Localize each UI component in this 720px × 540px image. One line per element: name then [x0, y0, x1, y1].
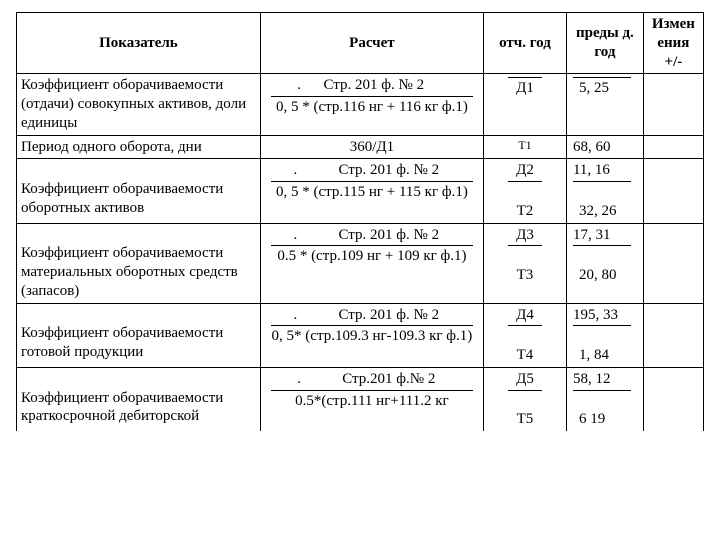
- prev-year-cell: 68, 60: [566, 135, 643, 159]
- prev-year-cell: 195, 33 1, 84: [566, 303, 643, 367]
- indicator-label: Коэффициент оборачиваемости готовой прод…: [17, 303, 261, 367]
- calc-cell: . Стр.201 ф.№ 2 0.5*(стр.111 нг+111.2 кг: [260, 367, 483, 431]
- calc-denominator: 0, 5 * (стр.115 нг + 115 кг ф.1): [271, 183, 473, 202]
- calc-numerator: . Стр. 201 ф. № 2: [271, 161, 473, 182]
- change-cell: [643, 74, 703, 135]
- report-year-cell: T1: [483, 135, 566, 159]
- calc-cell: . Стр. 201 ф. № 2 0.5 * (стр.109 нг + 10…: [260, 223, 483, 303]
- calc-cell: . Стр. 201 ф. № 2 0, 5* (стр.109.3 нг-10…: [260, 303, 483, 367]
- prev-year-top: [573, 76, 631, 78]
- col-header-prev-year: преды д. год: [566, 13, 643, 74]
- calc-numerator: . Стр. 201 ф. № 2: [271, 226, 473, 247]
- calc-numerator: . Стр.201 ф.№ 2: [271, 370, 473, 391]
- indicator-label-text: Коэффициент оборачиваемости краткосрочно…: [21, 390, 223, 425]
- change-cell: [643, 303, 703, 367]
- indicator-label: Коэффициент оборачиваемости краткосрочно…: [17, 367, 261, 431]
- report-year-top: Д3: [508, 226, 542, 247]
- calc-numerator: . Стр. 201 ф. № 2: [271, 76, 473, 97]
- report-year-bot: Т5: [494, 410, 556, 429]
- prev-year-top: 17, 31: [573, 226, 631, 247]
- report-year-cell: Д2 Т2: [483, 159, 566, 223]
- calc-numerator: . Стр. 201 ф. № 2: [271, 306, 473, 327]
- indicator-label: Коэффициент оборачиваемости материальных…: [17, 223, 261, 303]
- prev-year-cell: 58, 12 6 19: [566, 367, 643, 431]
- table-row: Коэффициент оборачиваемости (отдачи) сов…: [17, 74, 704, 135]
- prev-year-bot: 32, 26: [579, 202, 633, 221]
- change-cell: [643, 159, 703, 223]
- report-year-top: Д2: [508, 161, 542, 182]
- prev-year-top: 58, 12: [573, 370, 631, 391]
- calc-cell: . Стр. 201 ф. № 2 0, 5 * (стр.115 нг + 1…: [260, 159, 483, 223]
- change-cell: [643, 223, 703, 303]
- indicator-label-text: Коэффициент оборачиваемости готовой прод…: [21, 325, 223, 360]
- indicator-label: Коэффициент оборачиваемости (отдачи) сов…: [17, 74, 261, 135]
- report-year-top: [508, 76, 542, 78]
- table-header-row: Показатель Расчет отч. год преды д. год …: [17, 13, 704, 74]
- prev-year-top: 11, 16: [573, 161, 631, 182]
- report-year-cell: Д3 Т3: [483, 223, 566, 303]
- col-header-calc: Расчет: [260, 13, 483, 74]
- table-row: Коэффициент оборачиваемости готовой прод…: [17, 303, 704, 367]
- report-year-cell: Д5 Т5: [483, 367, 566, 431]
- prev-year-bot: 1, 84: [579, 346, 633, 365]
- calc-denominator: 0, 5* (стр.109.3 нг-109.3 кг ф.1): [271, 327, 473, 346]
- prev-year-top: 195, 33: [573, 306, 631, 327]
- report-year-cell: Д1: [483, 74, 566, 135]
- change-cell: [643, 367, 703, 431]
- change-cell: [643, 135, 703, 159]
- table-row: Коэффициент оборачиваемости краткосрочно…: [17, 367, 704, 431]
- col-header-report-year: отч. год: [483, 13, 566, 74]
- prev-year-cell: 11, 16 32, 26: [566, 159, 643, 223]
- report-year-bot: Т4: [494, 346, 556, 365]
- prev-year-bot: 20, 80: [579, 266, 633, 285]
- report-year-cell: Д4 Т4: [483, 303, 566, 367]
- calc-denominator: 0.5*(стр.111 нг+111.2 кг: [271, 392, 473, 411]
- prev-year-bot: 6 19: [579, 410, 633, 429]
- calc-denominator: 0, 5 * (стр.116 нг + 116 кг ф.1): [271, 98, 473, 117]
- indicator-label-text: Коэффициент оборачиваемости материальных…: [21, 245, 238, 299]
- indicator-label: Период одного оборота, дни: [17, 135, 261, 159]
- table-row: Период одного оборота, дни 360/Д1 T1 68,…: [17, 135, 704, 159]
- report-year-bot: Т3: [494, 266, 556, 285]
- prev-year-bot: 5, 25: [579, 79, 633, 98]
- col-header-indicator: Показатель: [17, 13, 261, 74]
- col-header-change: Измен ения +/-: [643, 13, 703, 74]
- report-year-bot: Т2: [494, 202, 556, 221]
- calc-denominator: 0.5 * (стр.109 нг + 109 кг ф.1): [271, 247, 473, 266]
- report-year-bot: Д1: [494, 79, 556, 98]
- indicator-label: Коэффициент оборачиваемости оборотных ак…: [17, 159, 261, 223]
- table-row: Коэффициент оборачиваемости оборотных ак…: [17, 159, 704, 223]
- report-year-top: Д4: [508, 306, 542, 327]
- calc-cell: 360/Д1: [260, 135, 483, 159]
- prev-year-cell: 5, 25: [566, 74, 643, 135]
- document-page: Показатель Расчет отч. год преды д. год …: [0, 0, 720, 540]
- indicator-label-text: Коэффициент оборачиваемости оборотных ак…: [21, 181, 223, 216]
- indicators-table: Показатель Расчет отч. год преды д. год …: [16, 12, 704, 431]
- prev-year-cell: 17, 31 20, 80: [566, 223, 643, 303]
- table-body: Коэффициент оборачиваемости (отдачи) сов…: [17, 74, 704, 431]
- report-year-top: Д5: [508, 370, 542, 391]
- calc-cell: . Стр. 201 ф. № 2 0, 5 * (стр.116 нг + 1…: [260, 74, 483, 135]
- table-row: Коэффициент оборачиваемости материальных…: [17, 223, 704, 303]
